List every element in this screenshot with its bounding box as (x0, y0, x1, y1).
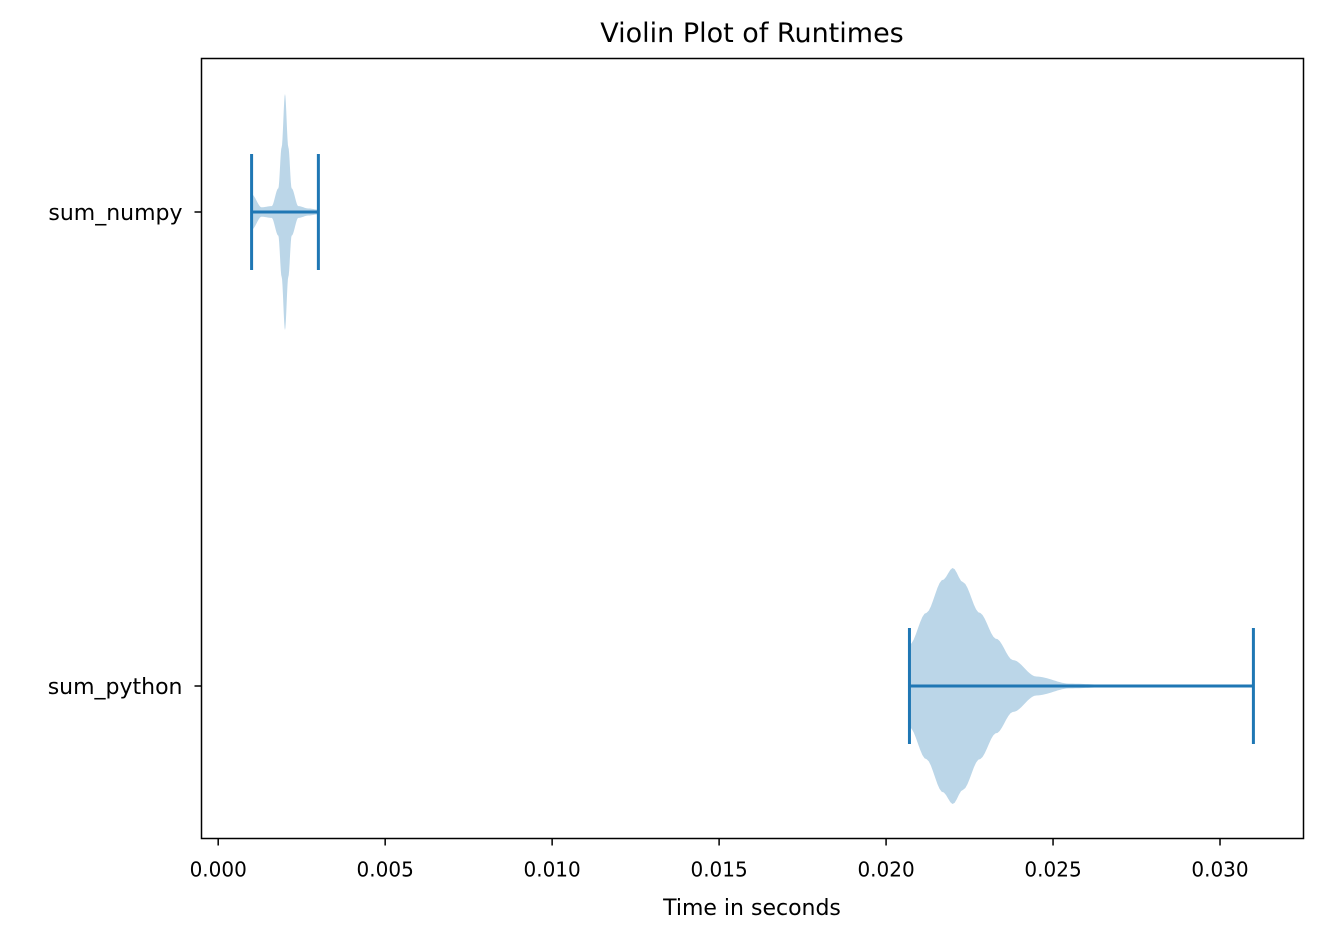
x-axis-label: Time in seconds (662, 896, 841, 921)
y-axis-ticks: sum_numpy sum_python (48, 201, 202, 700)
x-tick-label: 0.010 (524, 858, 581, 882)
x-tick-label: 0.030 (1191, 858, 1248, 882)
x-tick-label: 0.015 (690, 858, 747, 882)
y-tick-label: sum_python (48, 675, 183, 700)
y-tick-label: sum_numpy (48, 201, 182, 226)
chart-title: Violin Plot of Runtimes (600, 18, 904, 49)
violins-layer (250, 94, 1255, 804)
x-tick-label: 0.005 (357, 858, 414, 882)
x-tick-label: 0.000 (190, 858, 247, 882)
plot-frame (200, 57, 1305, 840)
x-tick-label: 0.025 (1024, 858, 1081, 882)
x-axis-ticks: 0.000 0.005 0.010 0.015 0.020 0.025 0.030 (190, 838, 1249, 882)
x-tick-label: 0.020 (857, 858, 914, 882)
